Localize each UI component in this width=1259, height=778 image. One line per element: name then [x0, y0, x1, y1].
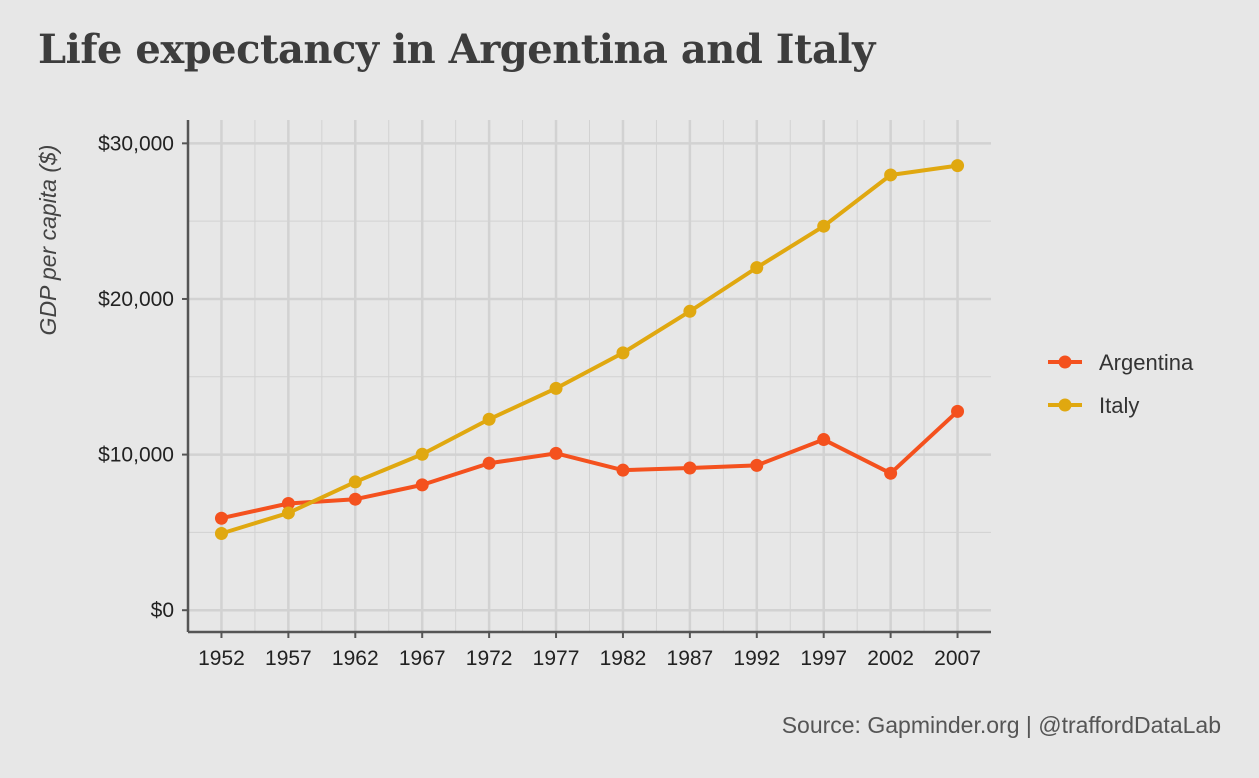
chart-title: Life expectancy in Argentina and Italy: [38, 26, 875, 73]
x-tick-label: 1972: [466, 647, 513, 670]
data-point-italy: [482, 412, 496, 426]
y-tick-label: $20,000: [98, 288, 174, 311]
legend-key-point-argentina: [1058, 355, 1072, 369]
data-point-argentina: [348, 492, 362, 506]
x-tick-label: 1992: [733, 647, 780, 670]
data-point-argentina: [683, 461, 697, 475]
x-tick-label: 1962: [332, 647, 379, 670]
data-point-argentina: [750, 458, 764, 472]
x-tick-label: 1987: [667, 647, 714, 670]
data-point-argentina: [415, 478, 429, 492]
x-tick-label: 1977: [533, 647, 580, 670]
data-point-italy: [549, 381, 563, 395]
data-point-italy: [415, 447, 429, 461]
data-point-italy: [281, 506, 295, 520]
y-axis-title: GDP per capita ($): [35, 145, 61, 336]
source-caption: Source: Gapminder.org | @traffordDataLab: [781, 712, 1221, 738]
data-point-argentina: [817, 433, 831, 447]
y-tick-label: $30,000: [98, 132, 174, 155]
data-point-italy: [616, 346, 630, 360]
data-point-argentina: [482, 456, 496, 470]
data-point-argentina: [951, 404, 965, 418]
data-point-argentina: [616, 463, 630, 477]
series-line-argentina: [219, 409, 960, 521]
x-tick-label: 1997: [800, 647, 847, 670]
y-tick-label: $0: [151, 599, 174, 622]
data-point-italy: [817, 219, 831, 233]
data-point-argentina: [549, 446, 563, 460]
data-point-italy: [951, 159, 965, 173]
x-tick-label: 1957: [265, 647, 312, 670]
data-point-italy: [348, 475, 362, 489]
data-point-italy: [884, 168, 898, 182]
data-point-argentina: [884, 466, 898, 480]
data-point-argentina: [214, 511, 228, 525]
x-tick-label: 2007: [934, 647, 981, 670]
x-tick-label: 1967: [399, 647, 446, 670]
x-tick-label: 2002: [867, 647, 914, 670]
data-point-italy: [750, 261, 764, 275]
y-tick-label: $10,000: [98, 444, 174, 467]
data-point-italy: [214, 526, 228, 540]
data-point-argentina: [281, 497, 295, 511]
legend-key-point-italy: [1058, 398, 1072, 412]
data-point-italy: [683, 304, 697, 318]
x-tick-label: 1982: [600, 647, 647, 670]
legend-label-italy: Italy: [1099, 393, 1139, 418]
series-line-italy: [219, 163, 960, 536]
legend-label-argentina: Argentina: [1099, 350, 1194, 375]
x-tick-label: 1952: [198, 647, 245, 670]
